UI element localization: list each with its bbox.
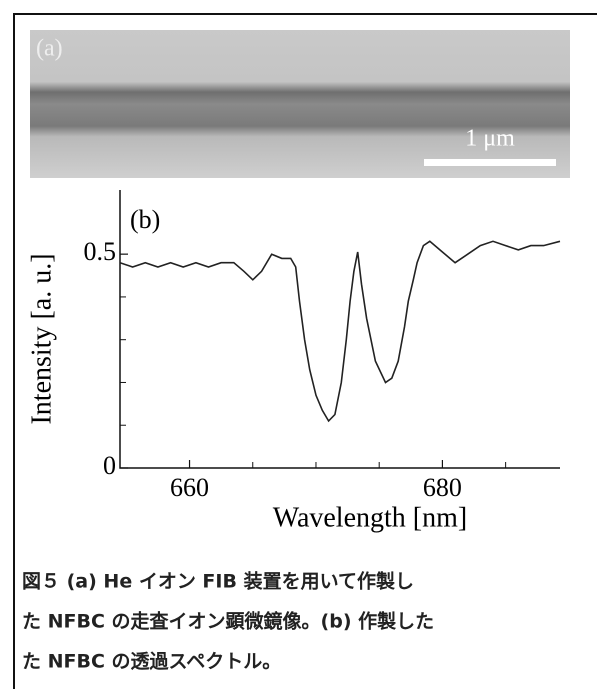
spectrum-line (120, 241, 560, 421)
scale-bar-label: 1 μm (465, 126, 515, 152)
panel-label: (b) (130, 205, 160, 234)
page: (a) 1 μm 0 0.5 660 680Wavelength [nm] Intens… (0, 0, 597, 689)
y-tick-label: 0.5 (84, 237, 117, 266)
axes (120, 190, 560, 468)
x-axis-label: Wavelength [nm] (273, 502, 467, 533)
caption-line: た NFBC の透過スペクトル。 (22, 651, 281, 673)
scale-bar (424, 159, 556, 166)
caption-line: た NFBC の走査イオン顕微鏡像。(b) 作製した (22, 610, 434, 633)
x-tick-label: 680 (423, 473, 462, 502)
y-axis-label: Intensity [a. u.] (26, 253, 57, 424)
panel-label: (a) (36, 36, 63, 62)
sem-image (30, 30, 570, 178)
caption-line: 図５ (a) He イオン FIB 装置を用いて作製し (22, 570, 414, 593)
y-tick-label: 0 (103, 451, 116, 480)
x-tick-label: 660 (170, 473, 209, 502)
